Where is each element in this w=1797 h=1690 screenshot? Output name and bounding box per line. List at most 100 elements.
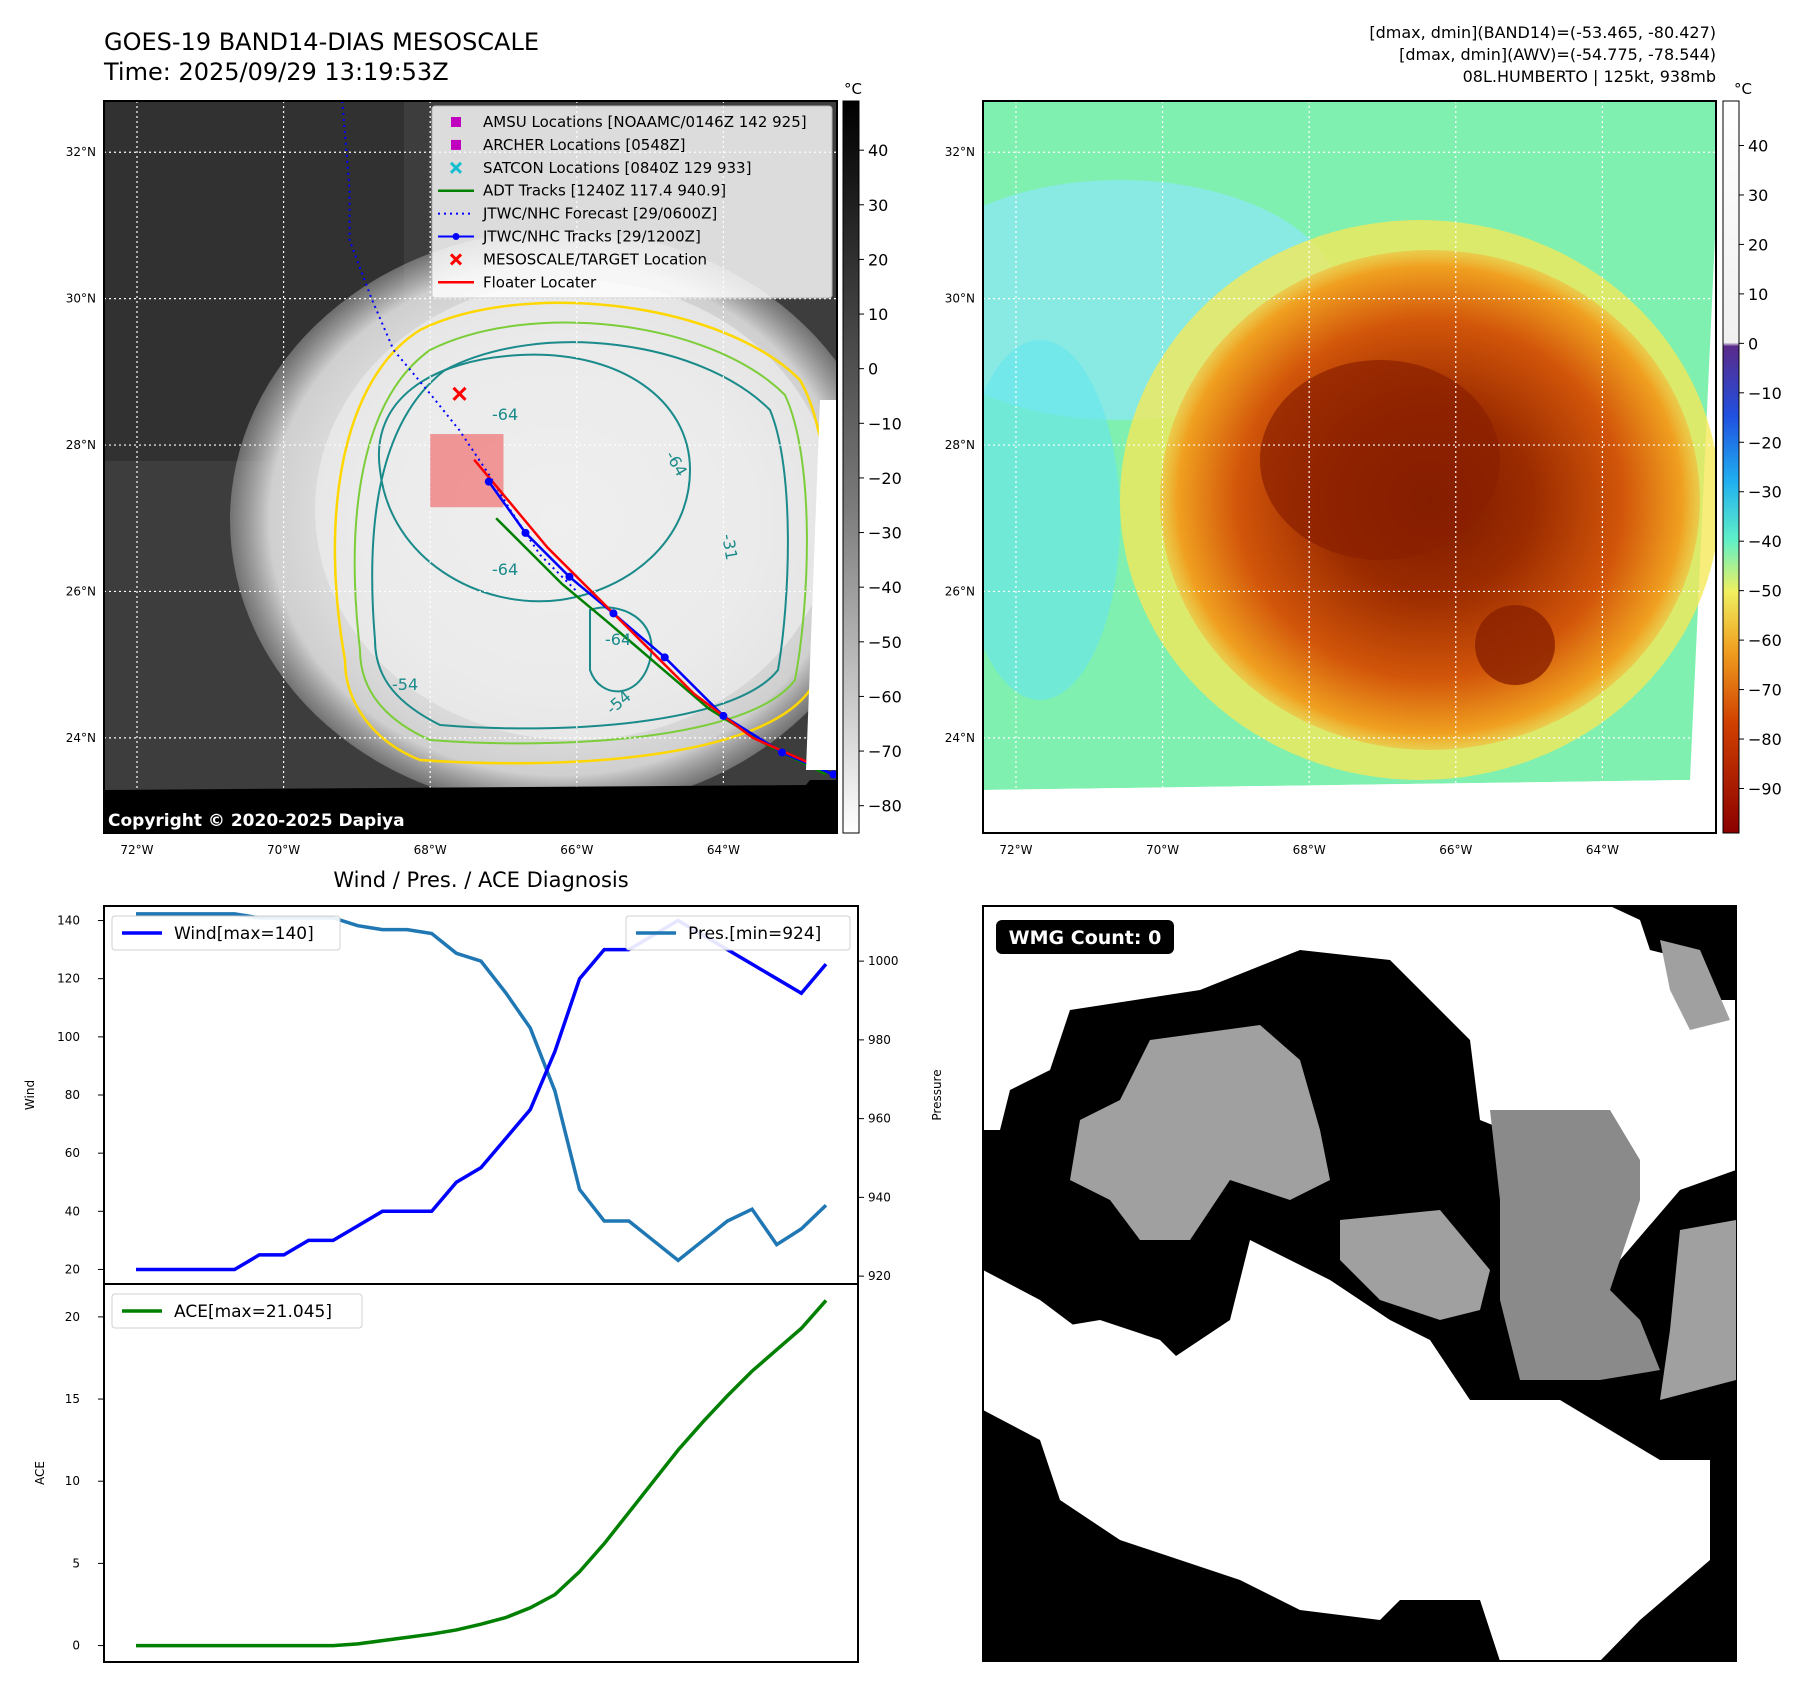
colorbar-tick-label: −50: [1748, 582, 1782, 601]
axis-tick-label: 100: [57, 1030, 80, 1044]
lat-tick-label: 24°N: [945, 731, 975, 745]
lat-tick-label: 30°N: [945, 292, 975, 306]
axis-tick-label: 20: [65, 1262, 80, 1276]
colorbar-tick-label: −80: [868, 797, 902, 816]
axis-tick-label: 40: [65, 1204, 80, 1218]
awv-colorbar-ticks: 40 30 20 10 0 −10 −20 −30 −40 −50 −60 −70 −80 −90: [1739, 137, 1782, 798]
colorbar-tick-label: −90: [1748, 779, 1782, 798]
wind-legend-label: Wind[max=140]: [174, 924, 314, 944]
lon-tick-label: 66°W: [560, 843, 593, 857]
legend-label: SATCON Locations [0840Z 129 933]: [483, 159, 751, 177]
ace-series-line: [136, 1299, 828, 1648]
target-location-marker: [452, 386, 467, 401]
lat-tick-label: 24°N: [66, 731, 96, 745]
copyright-text: Copyright © 2020-2025 Dapiya: [108, 811, 405, 831]
colorbar-tick-label: −60: [1748, 631, 1782, 650]
best-track-point: [829, 770, 837, 779]
floater-box: [430, 434, 504, 508]
contour-label: -64: [492, 405, 518, 424]
ir-nodata-strip: [104, 780, 837, 833]
wind-axis-label: Wind: [23, 1080, 37, 1110]
legend-label: MESOSCALE/TARGET Location: [483, 250, 707, 268]
axis-tick-label: 60: [65, 1146, 80, 1160]
lon-tick-label: 70°W: [1146, 843, 1179, 857]
wmg-gray-region: [1660, 1220, 1736, 1400]
ir-map-panel: -64 -64 -64 -64 -54 -54 -31 Copyright © …: [66, 80, 902, 857]
lat-tick-label: 28°N: [66, 438, 96, 452]
diagnosis-title: Wind / Pres. / ACE Diagnosis: [333, 868, 628, 892]
axis-tick-label: 10: [65, 1474, 80, 1488]
axis-tick-label: 920: [868, 1269, 891, 1283]
ir-lon-labels: 72°W 70°W 68°W 66°W 64°W: [120, 843, 740, 857]
colorbar-tick-label: 40: [868, 141, 888, 160]
lon-tick-label: 66°W: [1439, 843, 1472, 857]
info-line-1: [dmax, dmin](BAND14)=(-53.465, -80.427): [1369, 23, 1716, 42]
wmg-gray-region: [1490, 1110, 1660, 1380]
best-track-point: [609, 609, 618, 618]
pressure-legend-box: [625, 915, 851, 951]
axis-tick-label: 0: [72, 1639, 80, 1653]
colorbar-tick-label: −50: [868, 633, 902, 652]
legend-marker: [451, 117, 461, 127]
lat-tick-label: 32°N: [945, 145, 975, 159]
lat-tick-label: 26°N: [945, 584, 975, 598]
awv-lon-labels: 72°W 70°W 68°W 66°W 64°W: [999, 843, 1619, 857]
pressure-legend-label: Pres.[min=924]: [688, 924, 821, 944]
info-line-2: [dmax, dmin](AWV)=(-54.775, -78.544): [1399, 45, 1716, 64]
figure-title-line2: Time: 2025/09/29 13:19:53Z: [103, 58, 449, 86]
contour-label: -31: [718, 532, 741, 561]
legend-label: JTWC/NHC Forecast [29/0600Z]: [482, 205, 717, 223]
best-track-points: [484, 477, 837, 779]
lat-tick-label: 30°N: [66, 292, 96, 306]
axis-tick-label: 15: [65, 1392, 80, 1406]
legend-marker: [452, 233, 460, 240]
ir-colorbar-unit: °C: [844, 80, 862, 98]
axis-tick-label: 120: [57, 972, 80, 986]
lat-tick-label: 28°N: [945, 438, 975, 452]
wmg-panel: WMG Count: 0: [982, 905, 1737, 1662]
wmg-gray-region: [1340, 1210, 1490, 1320]
axis-tick-label: 5: [72, 1556, 80, 1570]
colorbar-tick-label: 20: [868, 250, 888, 269]
colorbar-tick-label: 30: [868, 196, 888, 215]
lat-tick-label: 26°N: [66, 584, 96, 598]
colorbar-tick-label: 30: [1748, 186, 1768, 205]
colorbar-tick-label: −10: [1748, 384, 1782, 403]
ace-chart-frame: [103, 1283, 859, 1663]
axis-tick-label: 80: [65, 1088, 80, 1102]
legend-label: Floater Locater: [483, 273, 597, 291]
legend-label: JTWC/NHC Tracks [29/1200Z]: [482, 228, 701, 246]
ir-colorbar: [842, 100, 860, 834]
legend-marker: [449, 161, 463, 174]
colorbar-tick-label: 40: [1748, 137, 1768, 156]
colorbar-tick-label: 20: [1748, 235, 1768, 254]
awv-lat-labels: 32°N 30°N 28°N 26°N 24°N: [945, 145, 975, 745]
best-track-point: [778, 748, 787, 757]
figure-title-line1: GOES-19 BAND14-DIAS MESOSCALE: [104, 28, 539, 56]
lon-tick-label: 72°W: [999, 843, 1032, 857]
colorbar-tick-label: 0: [1748, 334, 1758, 353]
axis-tick-label: 1000: [868, 954, 899, 968]
lon-tick-label: 72°W: [120, 843, 153, 857]
legend-marker: [449, 253, 463, 266]
best-track-point: [521, 528, 530, 537]
colorbar-tick-label: 10: [868, 305, 888, 324]
floater-track-line: [473, 458, 820, 769]
legend-label: ARCHER Locations [0548Z]: [483, 136, 686, 154]
ace-legend-box: [111, 1293, 363, 1329]
wind-legend: Wind[max=140]: [111, 915, 341, 951]
axis-tick-label: 940: [868, 1190, 891, 1204]
axis-tick-label: 20: [65, 1310, 80, 1324]
ir-cdo: [315, 280, 835, 740]
contour-green: [353, 321, 808, 745]
ir-legend: AMSU Locations [NOAAMC/0146Z 142 925] ARC…: [431, 105, 833, 299]
wmg-black-region: [983, 1410, 1500, 1661]
target-x-stroke: [452, 386, 467, 401]
ace-legend-label: ACE[max=21.045]: [174, 1302, 332, 1322]
awv-eyewall: [1260, 360, 1500, 560]
contour-label: -54: [392, 675, 418, 694]
lon-tick-label: 64°W: [707, 843, 740, 857]
colorbar-tick-label: −70: [1748, 681, 1782, 700]
